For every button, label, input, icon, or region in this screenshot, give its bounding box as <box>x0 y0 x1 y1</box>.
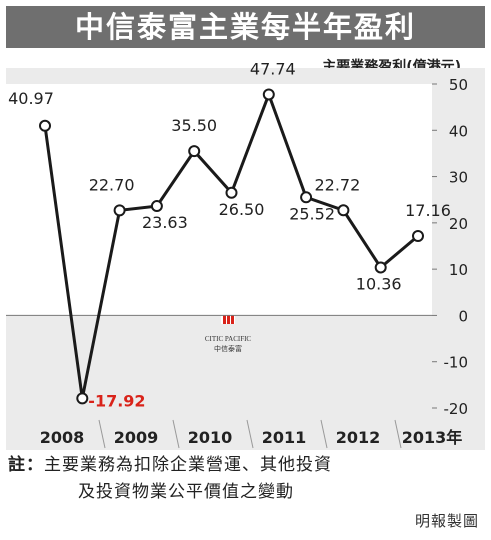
data-point <box>113 204 126 217</box>
footnote-mark: 註： <box>8 455 44 475</box>
data-point <box>225 186 238 199</box>
logo-text-english: CITIC PACIFIC <box>205 335 252 343</box>
y-tick-label: 50 <box>449 76 468 94</box>
y-tick-label: 20 <box>449 215 468 233</box>
data-point <box>300 191 313 204</box>
y-tick-label: 40 <box>449 122 468 140</box>
data-point <box>262 88 275 101</box>
x-category-label: 2010 <box>188 428 233 447</box>
data-label: 40.97 <box>8 89 54 108</box>
x-category-separator <box>394 419 402 449</box>
x-category-label: 2009 <box>114 428 159 447</box>
logo-text-chinese: 中信泰富 <box>214 344 242 353</box>
data-label: 25.52 <box>289 204 335 223</box>
chart-title: 中信泰富主業每半年盈利 <box>6 6 485 48</box>
data-label: 26.50 <box>219 200 265 219</box>
data-point <box>39 119 51 132</box>
x-category-separator <box>172 419 180 449</box>
data-point <box>337 204 350 217</box>
data-point <box>150 200 163 213</box>
footnote-line-1: 主要業務為扣除企業營運、其他投資 <box>44 455 332 475</box>
data-point <box>412 230 424 243</box>
x-category-separator <box>98 419 106 449</box>
data-label: 35.50 <box>171 116 217 135</box>
x-category-label: 2013年 <box>402 428 463 447</box>
data-label: 47.74 <box>250 59 296 78</box>
data-point <box>76 392 89 405</box>
data-label: 17.16 <box>405 201 451 220</box>
footnote-line-2: 及投資物業公平價值之變動 <box>78 482 294 502</box>
data-label: 22.70 <box>89 175 135 194</box>
footnote: 註：主要業務為扣除企業營運、其他投資 及投資物業公平價值之變動 <box>8 452 478 506</box>
y-tick-label: 10 <box>449 261 468 279</box>
x-category-label: 2008 <box>40 428 85 447</box>
y-tick-label: 30 <box>449 169 468 187</box>
x-category-label: 2012 <box>336 428 381 447</box>
y-tick-label: -10 <box>444 354 469 372</box>
data-label: 10.36 <box>356 274 402 293</box>
data-point <box>374 261 387 274</box>
x-category-label: 2011 <box>262 428 307 447</box>
y-tick-label: -20 <box>444 400 469 418</box>
y-tick-label: 0 <box>458 307 468 325</box>
plot-background <box>6 84 432 316</box>
data-label: -17.92 <box>88 391 145 410</box>
data-label: 23.63 <box>142 213 188 232</box>
source-credit: 明報製圖 <box>414 512 479 530</box>
data-point <box>188 145 201 158</box>
x-category-separator <box>320 419 328 449</box>
x-category-separator <box>246 419 254 449</box>
line-chart: CITIC PACIFIC 中信泰富 50403020100-10-202008… <box>6 59 485 450</box>
data-label: 22.72 <box>314 175 360 194</box>
